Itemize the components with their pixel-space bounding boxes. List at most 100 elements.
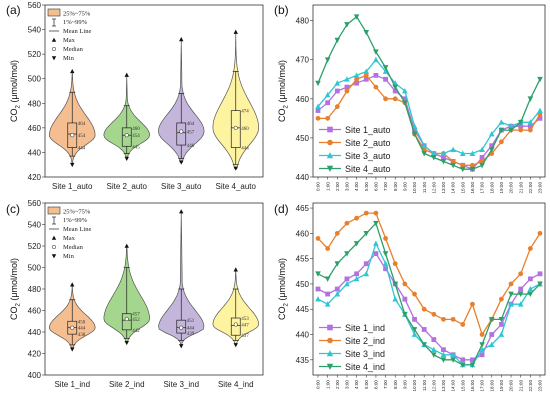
panel-b-point xyxy=(402,88,408,94)
panel-a-ytick-label: 540 xyxy=(28,26,42,35)
panel-a-stat-q1: 444 xyxy=(78,147,86,152)
panel-b-point xyxy=(441,155,446,160)
panel-b-xtick-label: 1:00 xyxy=(325,182,330,191)
panel-b-ytick-label: 450 xyxy=(296,134,310,143)
panel-b-xtick-label: 10:00 xyxy=(412,182,417,194)
panel-b-series-line xyxy=(318,74,541,166)
panel-b-xtick-label: 0:00 xyxy=(316,182,321,191)
panel-a-legend-mean-label: Mean Line xyxy=(63,28,91,35)
panel-d-point xyxy=(421,306,427,312)
panel-b-xtick-label: 5:00 xyxy=(364,182,369,191)
panel-b-xtick-label: 3:00 xyxy=(345,182,350,191)
panel-d-point xyxy=(411,327,418,333)
panel-c-stat-q3: 451 xyxy=(187,319,195,324)
panel-c-stat-q1: 437 xyxy=(241,334,249,339)
panel-b-xtick-label: 17:00 xyxy=(480,182,485,194)
panel-b-point xyxy=(440,150,447,156)
panel-d-point xyxy=(440,357,447,363)
panel-c-ytick-label: 420 xyxy=(28,350,42,359)
panel-label-b: (b) xyxy=(274,3,289,17)
panel-d-point xyxy=(537,230,543,236)
panel-b-point xyxy=(334,37,341,44)
panel-d-point xyxy=(508,301,514,307)
panel-b-point xyxy=(527,119,534,125)
panel-b-point xyxy=(412,127,417,133)
panel-c-stat-median: 444 xyxy=(187,327,195,332)
panel-a-ytick-label: 560 xyxy=(28,1,42,10)
panel-b-point xyxy=(537,107,543,113)
panel-a-frame xyxy=(44,4,264,178)
panel-a-ylabel: CO2 (μmol/mol) xyxy=(9,60,22,122)
panel-b-point xyxy=(392,88,398,94)
panel-c-stat-median: 452 xyxy=(132,318,140,323)
panel-c-category-label: Site 3_ind xyxy=(163,380,199,389)
panel-a-stat-median: 457 xyxy=(187,131,195,136)
panel-d-xtick-label: 19:00 xyxy=(499,380,504,392)
panel-d-point xyxy=(354,271,360,277)
panel-d-point xyxy=(402,281,408,287)
panel-d-point xyxy=(353,275,360,282)
panel-d-point xyxy=(450,357,456,363)
panel-b-point xyxy=(431,155,437,161)
panel-d-point xyxy=(315,271,321,277)
panel-d-point xyxy=(489,332,495,337)
panel-a-median-marker xyxy=(179,129,184,134)
panel-b-point xyxy=(353,72,360,78)
panel-b-point xyxy=(383,76,388,82)
panel-b-point xyxy=(363,29,370,36)
panel-b-point xyxy=(508,127,514,134)
panel-d-point xyxy=(315,286,321,292)
panel-a-stat-median: 460 xyxy=(241,127,249,132)
panel-d-xtick-label: 0:00 xyxy=(316,380,321,389)
panel-b-point xyxy=(363,68,370,74)
panel-c-legend-box-label: 25%~75% xyxy=(63,209,91,216)
panel-b-xtick-label: 12:00 xyxy=(431,182,436,194)
panel-d-point xyxy=(412,291,417,297)
panel-d-point xyxy=(450,316,456,322)
panel-d-point xyxy=(537,271,543,277)
panel-d-point xyxy=(527,291,534,298)
panel-b-legend-swatch-marker xyxy=(326,165,334,172)
panel-b-xtick-label: 18:00 xyxy=(489,182,494,194)
panel-b-point xyxy=(470,162,475,168)
panel-d-point xyxy=(324,276,331,282)
panel-d-point xyxy=(392,261,398,267)
panel-b-xtick-label: 11:00 xyxy=(422,182,427,194)
panel-a-stat-q3: 474 xyxy=(241,110,249,115)
panel-d-point xyxy=(315,236,321,241)
panel-b-xtick-label: 23:00 xyxy=(538,182,543,194)
panel-c-legend-median-label: Median xyxy=(63,244,84,251)
panel-b-point xyxy=(469,166,476,173)
panel-b-legend-label: Site 4_auto xyxy=(345,164,391,174)
panel-a-legend-box-label: 25%~75% xyxy=(63,11,91,18)
panel-d-point xyxy=(469,362,476,368)
panel-a-median-marker xyxy=(124,133,129,138)
panel-b-point xyxy=(344,84,350,90)
panel-d-point xyxy=(508,281,514,287)
panel-a-legend-box-swatch xyxy=(47,8,61,17)
panel-d-point xyxy=(325,246,331,251)
panel-a-category-label: Site 1_auto xyxy=(52,182,93,191)
panel-d-xtick-label: 12:00 xyxy=(431,380,436,392)
panel-d-ylabel: CO2 (μmol/mol) xyxy=(277,258,290,320)
panel-a-stat-q1: 445 xyxy=(132,145,140,150)
panel-d-point xyxy=(488,316,495,323)
panel-b-xtick-label: 22:00 xyxy=(528,182,533,194)
panel-a-stat-q3: 460 xyxy=(132,127,140,132)
panel-b-point xyxy=(324,91,331,98)
panel-d-xtick-label: 21:00 xyxy=(518,380,523,392)
panel-d-xtick-label: 7:00 xyxy=(383,380,388,389)
panel-c-legend-min-swatch xyxy=(51,254,57,259)
panel-b-legend-swatch-marker xyxy=(327,126,333,133)
panel-a-ytick-label: 500 xyxy=(28,75,42,84)
panel-d-point xyxy=(392,296,399,302)
panel-d-legend-swatch-marker xyxy=(327,337,333,344)
panel-c-median-marker xyxy=(124,317,129,322)
panel-b-point xyxy=(373,56,379,63)
panel-c-max-marker xyxy=(233,267,238,272)
panel-a-ytick-label: 520 xyxy=(28,50,42,59)
panel-d-point xyxy=(498,296,504,302)
panel-b-point xyxy=(373,72,379,78)
panel-d-xtick-label: 9:00 xyxy=(402,380,407,389)
panel-c-box xyxy=(176,319,187,334)
